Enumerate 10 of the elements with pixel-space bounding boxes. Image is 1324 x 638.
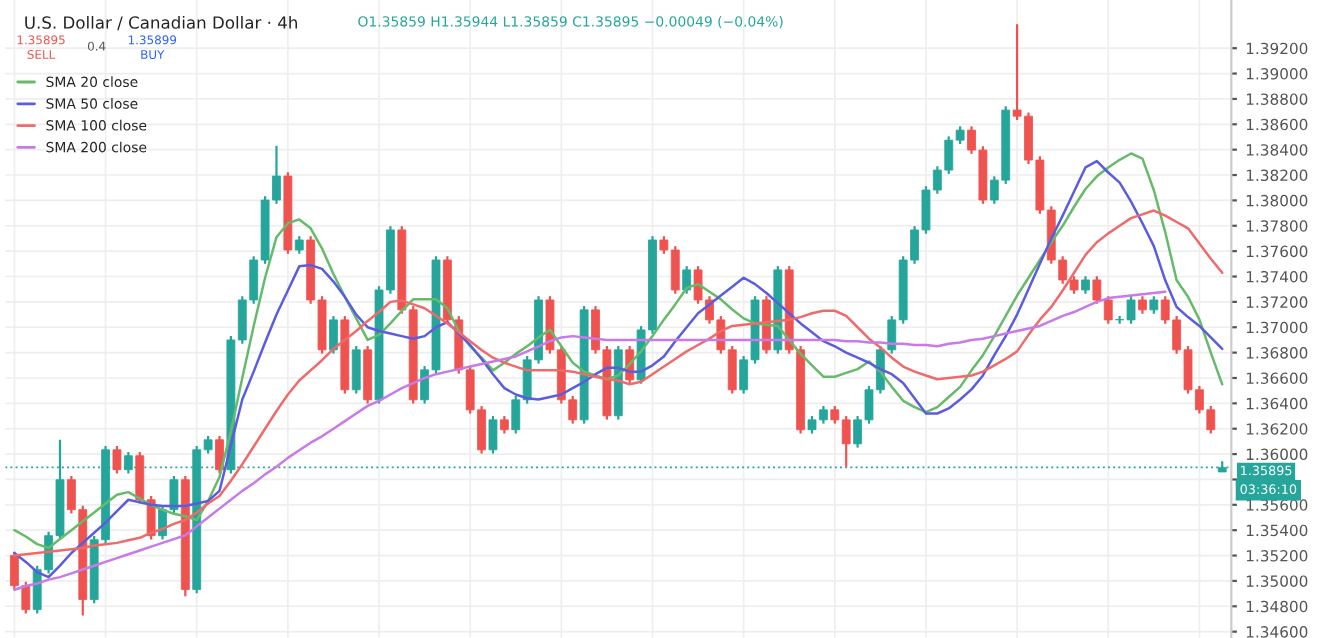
candlestick <box>112 444 122 475</box>
candlestick <box>351 344 361 395</box>
candlestick <box>215 434 224 475</box>
text: U.S. Dollar / Canadian Dollar · 4h <box>25 15 297 31</box>
candlestick <box>135 450 145 505</box>
candlestick <box>1092 275 1102 305</box>
candlestick <box>488 414 498 455</box>
candlestick <box>682 265 692 295</box>
candlestick <box>329 314 338 355</box>
candlestick <box>1103 295 1113 325</box>
